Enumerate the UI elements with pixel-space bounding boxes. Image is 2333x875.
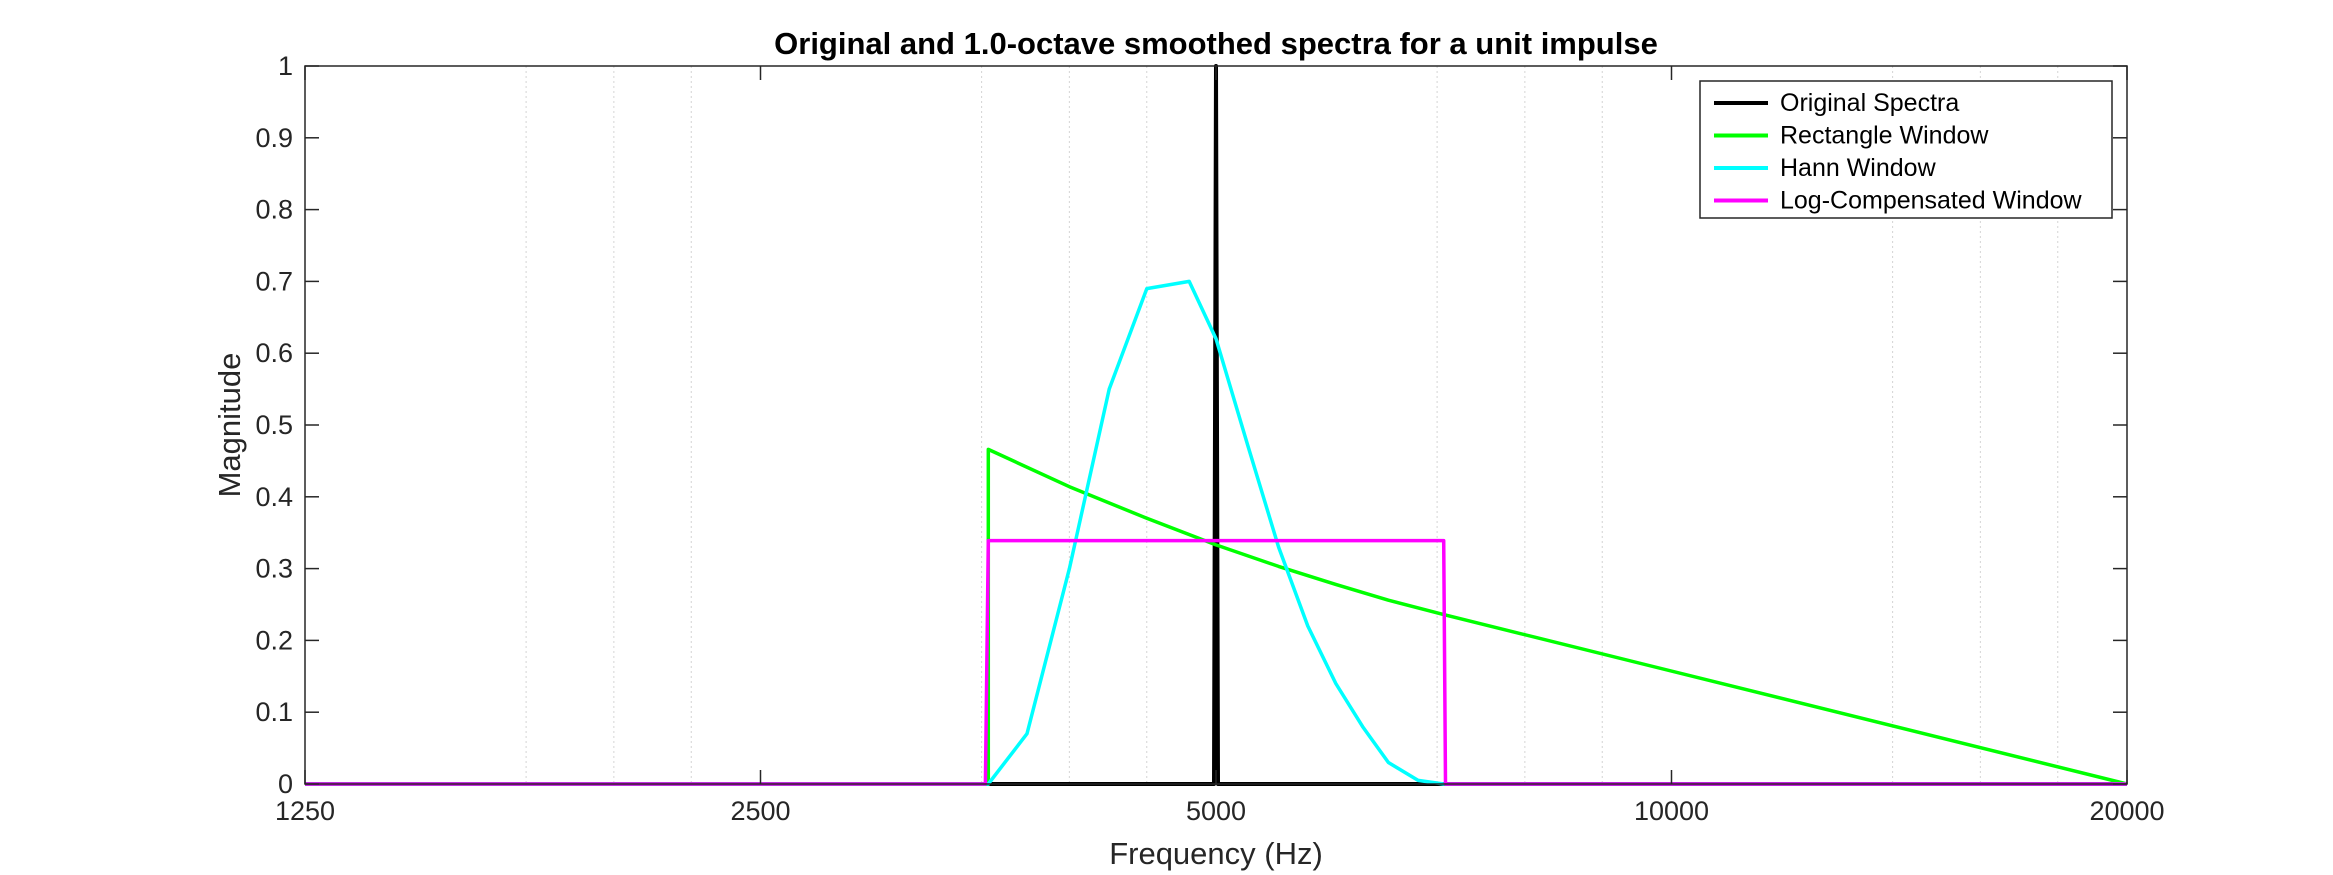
x-tick-label: 2500 [730,796,790,826]
y-tick-label: 0.1 [255,697,293,727]
y-tick-label: 0.7 [255,266,293,296]
legend-label: Log-Compensated Window [1780,187,2082,215]
legend: Original Spectra Rectangle Window Hann Win… [1699,80,2113,219]
y-tick-label: 1 [278,51,293,81]
y-tick-label: 0.4 [255,482,293,512]
y-tick-label: 0.9 [255,123,293,153]
legend-box [1699,80,2113,219]
y-tick-label: 0.3 [255,554,293,584]
x-axis-title: Frequency (Hz) [1109,836,1323,871]
x-tick-label: 10000 [1634,796,1709,826]
series-line-hann-window [305,279,2127,786]
legend-label: Original Spectra [1780,89,1959,117]
ticks: 1250 2500 5000 10000 20000 0 0.1 0.2 0.3 0.4 0.5 0.… [255,51,2164,826]
legend-label: Rectangle Window [1780,122,1989,150]
y-tick-label: 0.2 [255,625,293,655]
legend-label: Hann Window [1780,154,1937,182]
y-tick-label: 0 [278,769,293,799]
y-tick-label: 0.5 [255,410,293,440]
y-tick-label: 0.8 [255,195,293,225]
y-tick-label: 0.6 [255,338,293,368]
y-axis-title: Magnitude [212,353,247,498]
x-tick-label: 20000 [2089,796,2164,826]
x-tick-label: 1250 [275,796,335,826]
chart-title: Original and 1.0-octave smoothed spectra… [774,26,1658,61]
x-tick-label: 5000 [1186,796,1246,826]
